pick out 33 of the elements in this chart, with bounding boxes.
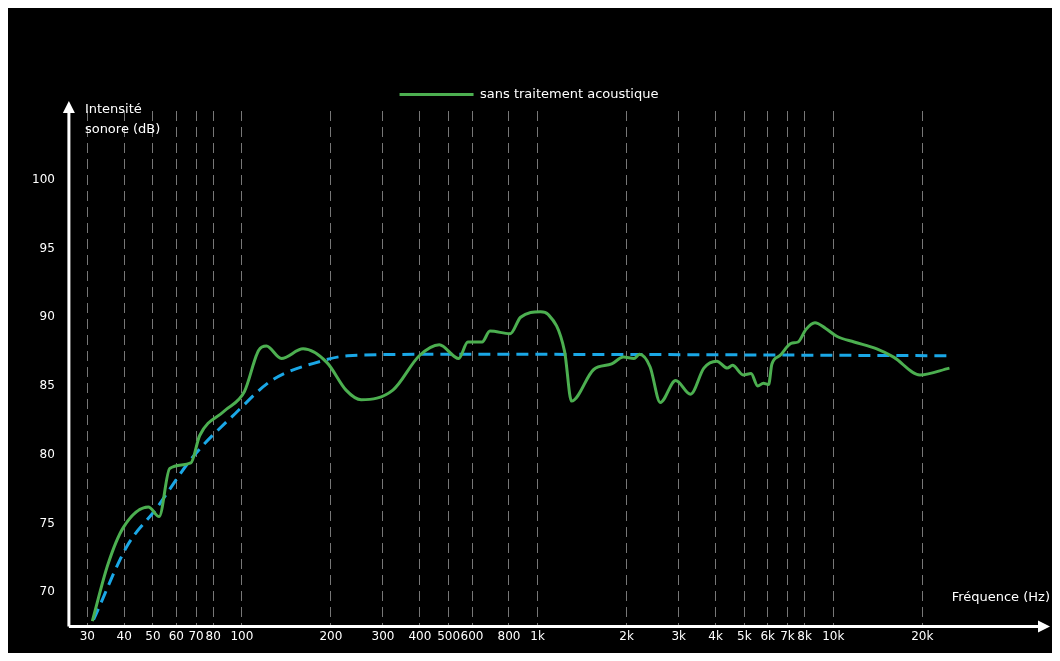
x-tick-label: 7k — [780, 628, 795, 643]
y-tick-label: 95 — [39, 240, 55, 255]
x-tick-label: 200 — [319, 628, 343, 643]
x-tick-label: 3k — [671, 628, 687, 643]
x-axis-title: Fréquence (Hz) — [951, 588, 1050, 604]
x-tick-label: 5k — [737, 628, 752, 643]
x-tick-label: 8k — [797, 628, 812, 643]
y-tick-label: 70 — [39, 584, 55, 599]
x-tick-label: 800 — [497, 628, 521, 643]
x-tick-label: 2k — [619, 628, 634, 643]
x-tick-label: 400 — [408, 628, 432, 643]
y-tick-label: 75 — [39, 515, 55, 530]
x-tick-label: 300 — [371, 628, 395, 643]
x-tick-label: 6k — [760, 628, 776, 643]
y-tick-label: 100 — [32, 171, 55, 186]
x-tick-label: 60 — [168, 628, 184, 643]
x-tick-label: 20k — [911, 628, 934, 643]
x-tick-label: 80 — [205, 628, 221, 643]
y-axis-title: Intensité sonore (dB) — [84, 101, 161, 136]
y-tick-label: 85 — [39, 378, 55, 393]
x-tick-label: 70 — [188, 628, 204, 643]
x-tick-label: 1k — [530, 628, 545, 643]
x-tick-label: 50 — [145, 628, 161, 643]
x-tick-label: 30 — [79, 628, 95, 643]
x-tick-label: 4k — [708, 628, 723, 643]
x-tick-label: 40 — [116, 628, 132, 643]
y-tick-label: 90 — [39, 309, 55, 324]
y-tick-label: 80 — [39, 446, 55, 461]
x-tick-label: 100 — [230, 628, 254, 643]
x-tick-label: 500 — [437, 628, 461, 643]
x-tick-label: 600 — [460, 628, 484, 643]
x-tick-label: 10k — [822, 628, 845, 643]
text: sans traitement acoustique — [480, 85, 659, 101]
